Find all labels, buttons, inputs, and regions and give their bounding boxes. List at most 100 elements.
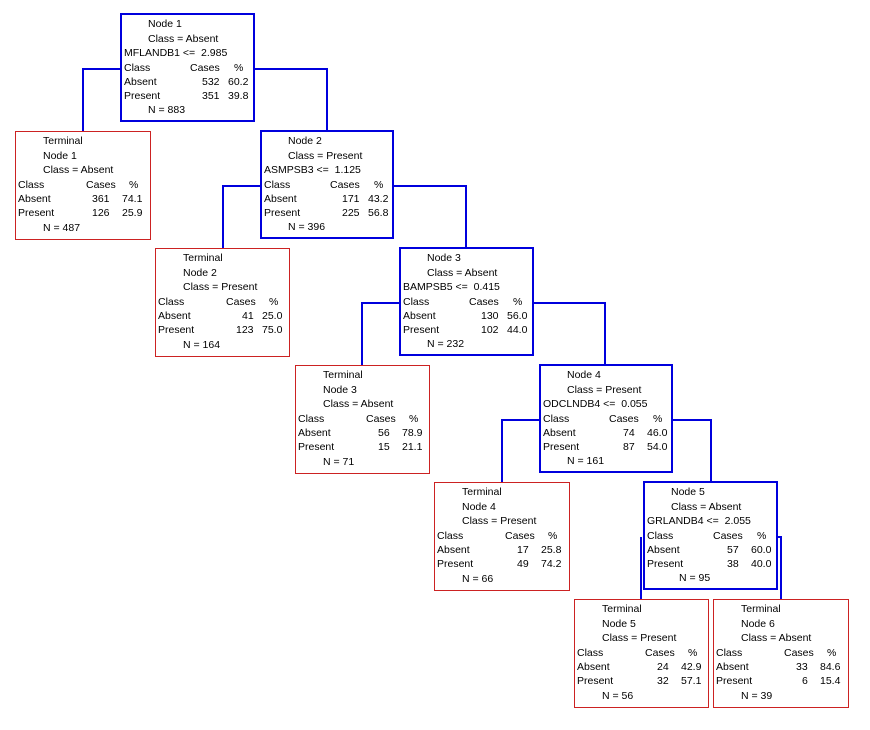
terminal-n: N = 487 [43,222,81,234]
col-class-header: Class [18,179,45,191]
connector-node3-right [534,302,606,365]
row-absent-cases: 171 [342,193,360,205]
node-split-rule: GRLANDB4 <= 2.055 [647,515,751,527]
col-pct-header: % [653,413,663,425]
col-cases-header: Cases [469,296,499,308]
terminal-title: Node 1 [43,150,77,162]
row-present-label: Present [18,207,55,219]
terminal-heading: Terminal [183,252,223,264]
row-absent-cases: 56 [378,427,390,439]
terminal-n: N = 39 [741,690,773,702]
row-absent-cases: 57 [727,544,739,556]
row-absent-cases: 130 [481,310,499,322]
row-absent-label: Absent [543,427,576,439]
col-pct-header: % [688,647,698,659]
node-title: Node 4 [567,369,601,381]
col-cases-header: Cases [330,179,360,191]
node-title: Node 2 [288,135,322,147]
row-absent-pct: 25.8 [541,544,562,556]
terminal-node-5[interactable]: Terminal Node 5 Class = Present Class Ca… [574,599,709,708]
terminal-heading: Terminal [462,486,502,498]
terminal-node-2[interactable]: Terminal Node 2 Class = Present Class Ca… [155,248,290,357]
col-pct-header: % [269,296,279,308]
terminal-node-1[interactable]: Terminal Node 1 Class = Absent Class Cas… [15,131,151,240]
row-absent-pct: 42.9 [681,661,702,673]
terminal-class: Class = Present [602,632,677,644]
node-4[interactable]: Node 4 Class = Present ODCLNDB4 <= 0.055… [539,364,673,473]
col-pct-header: % [548,530,558,542]
row-present-pct: 54.0 [647,441,668,453]
row-present-cases: 351 [202,90,220,102]
row-absent-cases: 33 [796,661,808,673]
terminal-heading: Terminal [741,603,781,615]
col-class-header: Class [647,530,674,542]
terminal-class: Class = Present [183,281,258,293]
row-absent-pct: 43.2 [368,193,389,205]
terminal-node-3[interactable]: Terminal Node 3 Class = Absent Class Cas… [295,365,430,474]
node-n: N = 396 [288,221,326,233]
terminal-title: Node 5 [602,618,636,630]
row-present-pct: 15.4 [820,675,841,687]
node-class: Class = Absent [427,267,498,279]
node-class: Class = Absent [671,501,742,513]
row-present-pct: 25.9 [122,207,143,219]
col-pct-header: % [513,296,523,308]
col-cases-header: Cases [366,413,396,425]
col-cases-header: Cases [713,530,743,542]
row-absent-label: Absent [158,310,191,322]
row-absent-cases: 361 [92,193,110,205]
terminal-title: Node 2 [183,267,217,279]
node-split-rule: BAMPSB5 <= 0.415 [403,281,500,293]
node-3[interactable]: Node 3 Class = Absent BAMPSB5 <= 0.415 C… [399,247,534,356]
node-n: N = 883 [148,104,186,116]
col-cases-header: Cases [609,413,639,425]
row-absent-cases: 74 [623,427,635,439]
terminal-node-6[interactable]: Terminal Node 6 Class = Absent Class Cas… [713,599,849,708]
terminal-title: Node 6 [741,618,775,630]
node-n: N = 161 [567,455,605,467]
row-present-cases: 123 [236,324,254,336]
col-cases-header: Cases [505,530,535,542]
row-absent-pct: 74.1 [122,193,143,205]
row-absent-label: Absent [124,76,157,88]
row-absent-label: Absent [403,310,436,322]
col-pct-header: % [827,647,837,659]
row-present-cases: 38 [727,558,739,570]
row-present-label: Present [298,441,335,453]
col-class-header: Class [543,413,570,425]
col-class-header: Class [264,179,291,191]
terminal-node-4[interactable]: Terminal Node 4 Class = Present Class Ca… [434,482,570,591]
row-present-label: Present [716,675,753,687]
col-pct-header: % [374,179,384,191]
row-present-pct: 74.2 [541,558,562,570]
node-2[interactable]: Node 2 Class = Present ASMPSB3 <= 1.125 … [260,130,394,239]
row-absent-label: Absent [577,661,610,673]
terminal-n: N = 56 [602,690,634,702]
col-cases-header: Cases [86,179,116,191]
row-absent-cases: 24 [657,661,669,673]
row-absent-cases: 532 [202,76,220,88]
row-present-pct: 21.1 [402,441,423,453]
node-5[interactable]: Node 5 Class = Absent GRLANDB4 <= 2.055 … [643,481,778,590]
connector-node2-left [222,185,260,248]
row-present-pct: 39.8 [228,90,249,102]
node-split-rule: ASMPSB3 <= 1.125 [264,164,361,176]
col-class-header: Class [403,296,430,308]
row-absent-cases: 41 [242,310,254,322]
row-absent-pct: 78.9 [402,427,423,439]
terminal-n: N = 164 [183,339,221,351]
row-present-pct: 56.8 [368,207,389,219]
row-present-pct: 57.1 [681,675,702,687]
node-class: Class = Present [567,384,642,396]
col-class-header: Class [298,413,325,425]
node-1[interactable]: Node 1 Class = Absent MFLANDB1 <= 2.985 … [120,13,255,122]
row-present-label: Present [264,207,301,219]
col-class-header: Class [124,62,151,74]
row-present-label: Present [543,441,580,453]
row-present-label: Present [647,558,684,570]
node-n: N = 232 [427,338,465,350]
row-absent-pct: 25.0 [262,310,283,322]
row-absent-pct: 84.6 [820,661,841,673]
node-n: N = 95 [679,572,711,584]
node-split-rule: MFLANDB1 <= 2.985 [124,47,228,59]
